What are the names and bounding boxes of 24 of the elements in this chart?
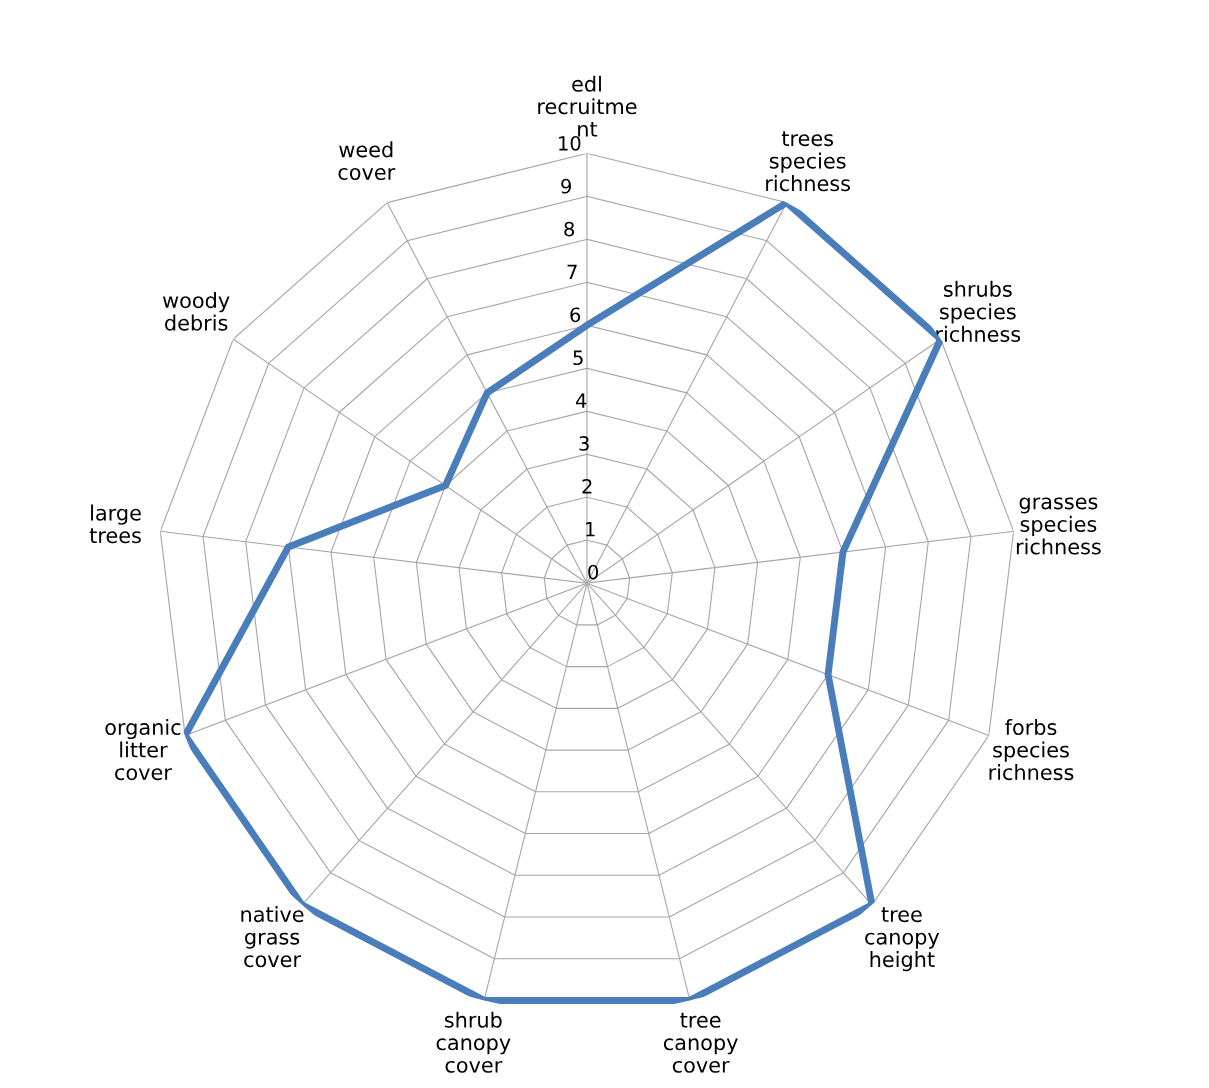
y-tick-label: 8: [564, 221, 575, 237]
spoke-label: trees species richness: [766, 131, 851, 192]
y-tick-label: 4: [575, 393, 587, 408]
y-tick-label: 3: [579, 436, 589, 451]
y-tick-label: 1: [586, 522, 595, 537]
spoke-label: weed cover: [338, 141, 396, 180]
spoke-label: tree canopy height: [865, 907, 940, 972]
y-tick-label: 5: [573, 350, 583, 366]
spoke-label: large trees: [89, 504, 141, 544]
spoke-label: forbs species richness: [989, 718, 1074, 781]
y-tick-label: 7: [567, 264, 577, 280]
y-tick-label: 6: [570, 307, 581, 323]
spoke-label: native grass cover: [241, 906, 304, 968]
spoke-label: shrub canopy cover: [436, 1011, 511, 1073]
y-tick-label: 0: [588, 564, 599, 580]
y-tick-label: 9: [561, 178, 571, 194]
y-tick-label: 10: [559, 135, 581, 151]
spoke-label: edl recruitme nt: [538, 75, 637, 137]
y-tick-label: 2: [582, 478, 592, 494]
spoke-label: grasses species richness: [1016, 497, 1101, 555]
spoke-label: shrubs species richness: [936, 280, 1021, 342]
spoke-label: woody debris: [162, 292, 230, 331]
spoke-label: tree canopy cover: [663, 1012, 738, 1073]
spoke-label: organic litter cover: [105, 718, 181, 781]
